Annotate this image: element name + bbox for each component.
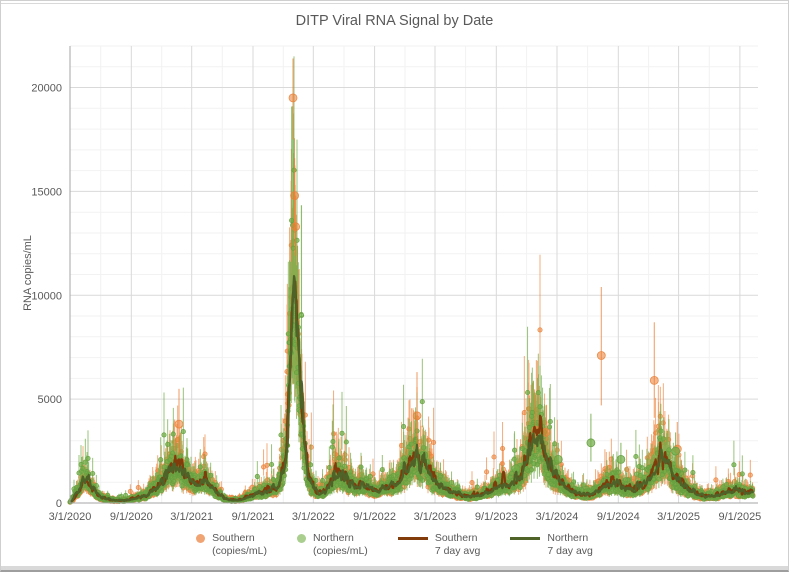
y-tick-label: 20000 xyxy=(31,83,62,95)
x-tick-label: 9/1/2024 xyxy=(597,511,640,523)
x-tick-label: 9/1/2025 xyxy=(718,511,761,523)
window-bottom-border xyxy=(1,566,788,570)
window-top-border xyxy=(1,3,788,4)
legend-label-northern-avg: Northern 7 day avg xyxy=(547,532,593,557)
legend-item-northern-avg: Northern 7 day avg xyxy=(510,532,593,558)
x-tick-label: 3/1/2022 xyxy=(292,511,335,523)
legend-item-southern-avg: Southern 7 day avg xyxy=(397,532,481,558)
axis-tick-labels: 0 5000 10000 15000 20000 3/1/2020 9/1/2020 3/1/… xyxy=(31,83,761,524)
x-tick-label: 9/1/2021 xyxy=(232,511,275,523)
y-tick-label: 0 xyxy=(56,498,62,510)
chart-title: DITP Viral RNA Signal by Date xyxy=(295,13,494,29)
x-tick-label: 3/1/2020 xyxy=(49,511,92,523)
legend-label-southern-points: Southern (copies/mL) xyxy=(212,532,267,557)
legend-item-southern-points: Southern (copies/mL) xyxy=(196,532,267,558)
northern-7day-avg-line xyxy=(69,275,754,504)
legend-item-northern-points: Northern (copies/mL) xyxy=(296,532,368,558)
legend-label-southern-avg: Southern 7 day avg xyxy=(434,532,481,557)
legend: Southern (copies/mL) Northern (copies/mL… xyxy=(1,532,788,558)
x-tick-label: 3/1/2025 xyxy=(657,511,700,523)
x-tick-label: 3/1/2021 xyxy=(170,511,213,523)
x-tick-label: 9/1/2022 xyxy=(353,511,396,523)
minor-gridlines xyxy=(70,45,758,503)
southern-line-swatch xyxy=(397,537,428,540)
major-gridlines xyxy=(70,46,758,503)
y-tick-label: 15000 xyxy=(31,186,62,198)
x-tick-label: 9/1/2023 xyxy=(475,511,518,523)
x-tick-label: 3/1/2023 xyxy=(414,511,457,523)
x-tick-label: 3/1/2024 xyxy=(536,511,579,523)
x-tick-label: 9/1/2020 xyxy=(110,511,153,523)
y-tick-label: 10000 xyxy=(31,290,62,302)
legend-label-northern-points: Northern (copies/mL) xyxy=(312,532,368,557)
northern-marker-swatch xyxy=(296,534,306,543)
axis-lines xyxy=(69,46,758,504)
northern-line-swatch xyxy=(510,537,541,540)
y-tick-label: 5000 xyxy=(38,394,62,406)
southern-marker-swatch xyxy=(196,534,206,543)
